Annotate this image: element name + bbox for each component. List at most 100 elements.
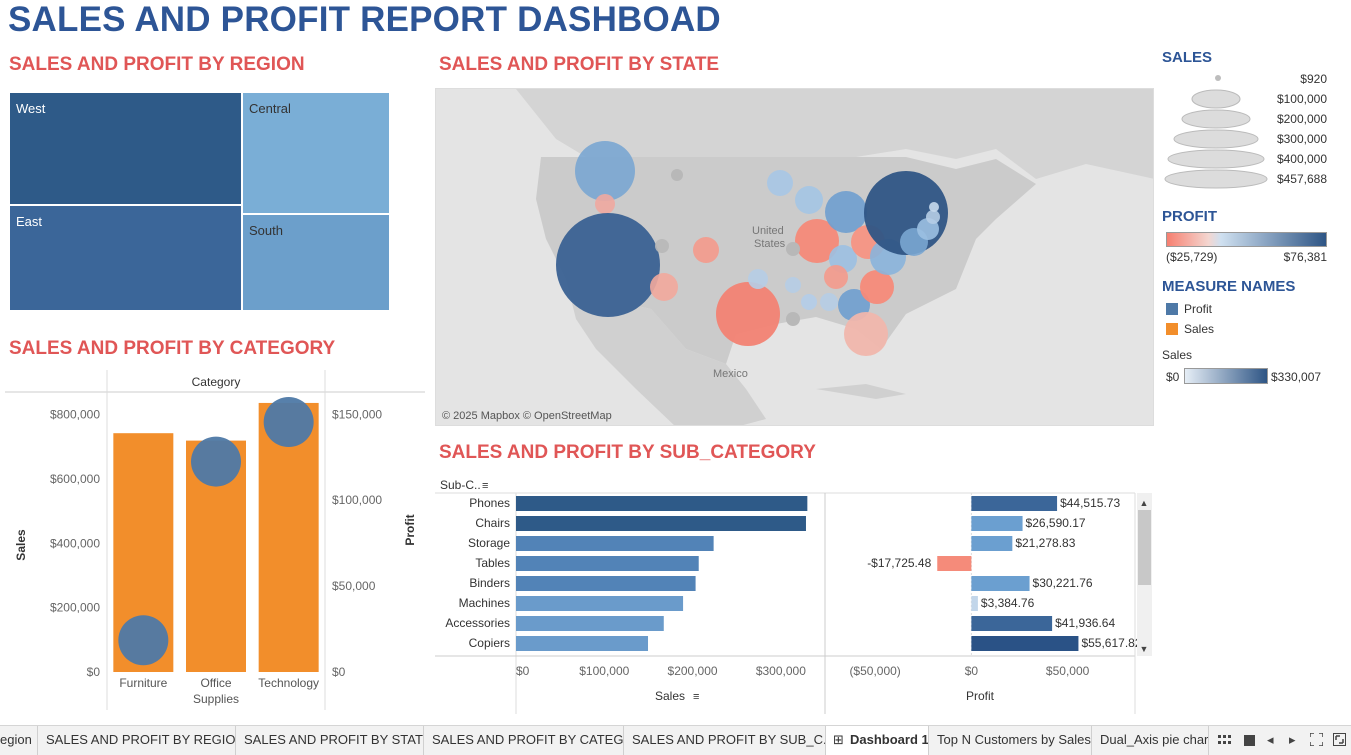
tab-dashboard-1-label: Dashboard 1	[850, 732, 929, 747]
subcat-profit-value-label: $3,384.76	[981, 596, 1035, 610]
state-bubble[interactable]	[767, 170, 793, 196]
state-bubble[interactable]	[655, 239, 669, 253]
subcat-sales-bar	[516, 496, 808, 511]
subcat-sales-axis-title: Sales	[655, 689, 685, 703]
subcat-row-label: Copiers	[469, 636, 510, 650]
sales-gradient-title: Sales	[1162, 348, 1193, 362]
subcat-row-label: Tables	[475, 556, 510, 570]
state-bubble[interactable]	[785, 277, 801, 293]
subcat-profit-value-label: $26,590.17	[1026, 516, 1086, 530]
category-left-tick-label: $0	[87, 665, 101, 679]
tab-subcategory[interactable]: SALES AND PROFIT BY SUB_C...	[624, 726, 826, 755]
subcat-profit-bar	[937, 556, 972, 571]
state-bubble[interactable]	[795, 186, 823, 214]
state-bubble[interactable]	[929, 202, 939, 212]
fullscreen-icon[interactable]	[1333, 733, 1346, 746]
region-label-south: South	[249, 223, 283, 238]
map-label-us-line2: States	[754, 238, 786, 250]
category-left-tick-label: $400,000	[50, 536, 100, 550]
state-bubble[interactable]	[650, 273, 678, 301]
state-bubble[interactable]	[786, 242, 800, 256]
fit-screen-icon[interactable]	[1309, 732, 1324, 747]
state-bubble[interactable]	[693, 237, 719, 263]
state-bubble[interactable]	[844, 312, 888, 356]
subcat-profit-value-label: -$17,725.48	[867, 556, 931, 570]
subcat-row-label: Accessories	[445, 616, 510, 630]
tab-dual-axis-pie[interactable]: Dual_Axis pie chart	[1092, 726, 1209, 755]
map-land-caribbean	[816, 384, 906, 399]
state-bubble[interactable]	[801, 294, 817, 310]
scroll-right-icon[interactable]: ▸	[1289, 732, 1296, 747]
tab-category[interactable]: SALES AND PROFIT BY CATEG...	[424, 726, 624, 755]
state-map[interactable]: United States Mexico © 2025 Mapbox © Ope…	[435, 88, 1154, 426]
state-bubble[interactable]	[786, 312, 800, 326]
subcat-profit-tick-label: $50,000	[1046, 664, 1090, 678]
sales-size-label: $300,000	[1276, 132, 1327, 146]
state-bubble[interactable]	[671, 169, 683, 181]
subcat-profit-value-label: $30,221.76	[1033, 576, 1093, 590]
state-bubble[interactable]	[595, 194, 615, 214]
size-legend-mark	[1167, 149, 1265, 169]
state-bubble[interactable]	[748, 269, 768, 289]
subcat-profit-tick-label: $0	[965, 664, 979, 678]
scroll-left-icon[interactable]: ◂	[1267, 732, 1274, 747]
subcat-row-label: Machines	[459, 596, 510, 610]
subcat-row-label: Storage	[468, 536, 510, 550]
category-profit-circle	[118, 615, 169, 666]
category-section-title: SALES AND PROFIT BY CATEGORY	[9, 338, 336, 359]
state-bubble[interactable]	[926, 210, 940, 224]
sales-gradient-max: $330,007	[1271, 370, 1322, 384]
category-x-tick-label: Office	[200, 676, 231, 690]
tab-top-n-customers[interactable]: Top N Customers by Sales	[929, 726, 1092, 755]
state-bubble[interactable]	[825, 191, 867, 233]
state-bubble[interactable]	[795, 219, 839, 263]
region-cell-central[interactable]: Central	[242, 92, 390, 214]
subcat-profit-value-label: $21,278.83	[1015, 536, 1075, 550]
tab-region-partial[interactable]: egion	[0, 726, 38, 755]
category-sales-bar	[258, 402, 319, 672]
subcat-profit-bar	[971, 496, 1058, 511]
sales-size-label: $457,688	[1276, 172, 1327, 186]
map-label-mexico: Mexico	[713, 368, 748, 380]
state-bubble[interactable]	[575, 141, 635, 201]
category-right-tick-label: $150,000	[332, 407, 382, 421]
region-cell-west[interactable]: West	[9, 92, 242, 205]
measure-label-sales: Sales	[1184, 322, 1215, 336]
category-left-tick-label: $800,000	[50, 408, 100, 422]
region-label-east: East	[16, 214, 43, 229]
category-right-axis-title: Profit	[403, 514, 417, 545]
state-bubble[interactable]	[716, 282, 780, 346]
category-profit-circle	[191, 436, 241, 487]
tab-region[interactable]: SALES AND PROFIT BY REGION	[38, 726, 236, 755]
sales-size-label: $100,000	[1276, 92, 1327, 106]
subcat-section-title: SALES AND PROFIT BY SUB_CATEGORY	[439, 442, 816, 463]
scroll-down-icon: ▼	[1140, 644, 1149, 654]
size-legend-mark	[1164, 169, 1268, 189]
profit-gradient-bar	[1166, 232, 1327, 247]
region-cell-east[interactable]: East	[9, 205, 242, 311]
region-section-title: SALES AND PROFIT BY REGION	[9, 54, 305, 75]
tab-dashboard-1[interactable]: ⊞ Dashboard 1	[826, 726, 929, 755]
category-right-tick-label: $50,000	[332, 579, 376, 593]
state-bubble[interactable]	[860, 270, 894, 304]
category-chart: Category $800,000 $600,000 $400,000 $200,000…	[0, 370, 430, 715]
subcat-row-label: Chairs	[475, 516, 510, 530]
tab-state[interactable]: SALES AND PROFIT BY STATE	[236, 726, 424, 755]
region-cell-south[interactable]: South	[242, 214, 390, 311]
region-label-west: West	[16, 101, 46, 116]
sales-size-label: $920	[1300, 72, 1327, 86]
subcat-profit-value-label: $44,515.73	[1060, 496, 1120, 510]
state-bubble[interactable]	[824, 265, 848, 289]
size-legend-mark	[1173, 129, 1259, 149]
subcat-profit-bar	[971, 516, 1023, 531]
subcat-chart: Sub-C.. ≡ Phones $44,515.73 Chairs $26,590.17…	[435, 474, 1154, 714]
show-tabs-icon[interactable]	[1244, 735, 1255, 746]
sales-legend-title: SALES	[1162, 49, 1213, 66]
map-bubbles	[556, 141, 948, 356]
show-filmstrip-icon[interactable]	[1218, 734, 1231, 747]
subcat-sales-bar	[516, 536, 714, 551]
sheet-tab-bar: egion SALES AND PROFIT BY REGION SALES A…	[0, 725, 1351, 755]
state-bubble[interactable]	[820, 293, 838, 311]
state-bubble[interactable]	[556, 213, 660, 317]
